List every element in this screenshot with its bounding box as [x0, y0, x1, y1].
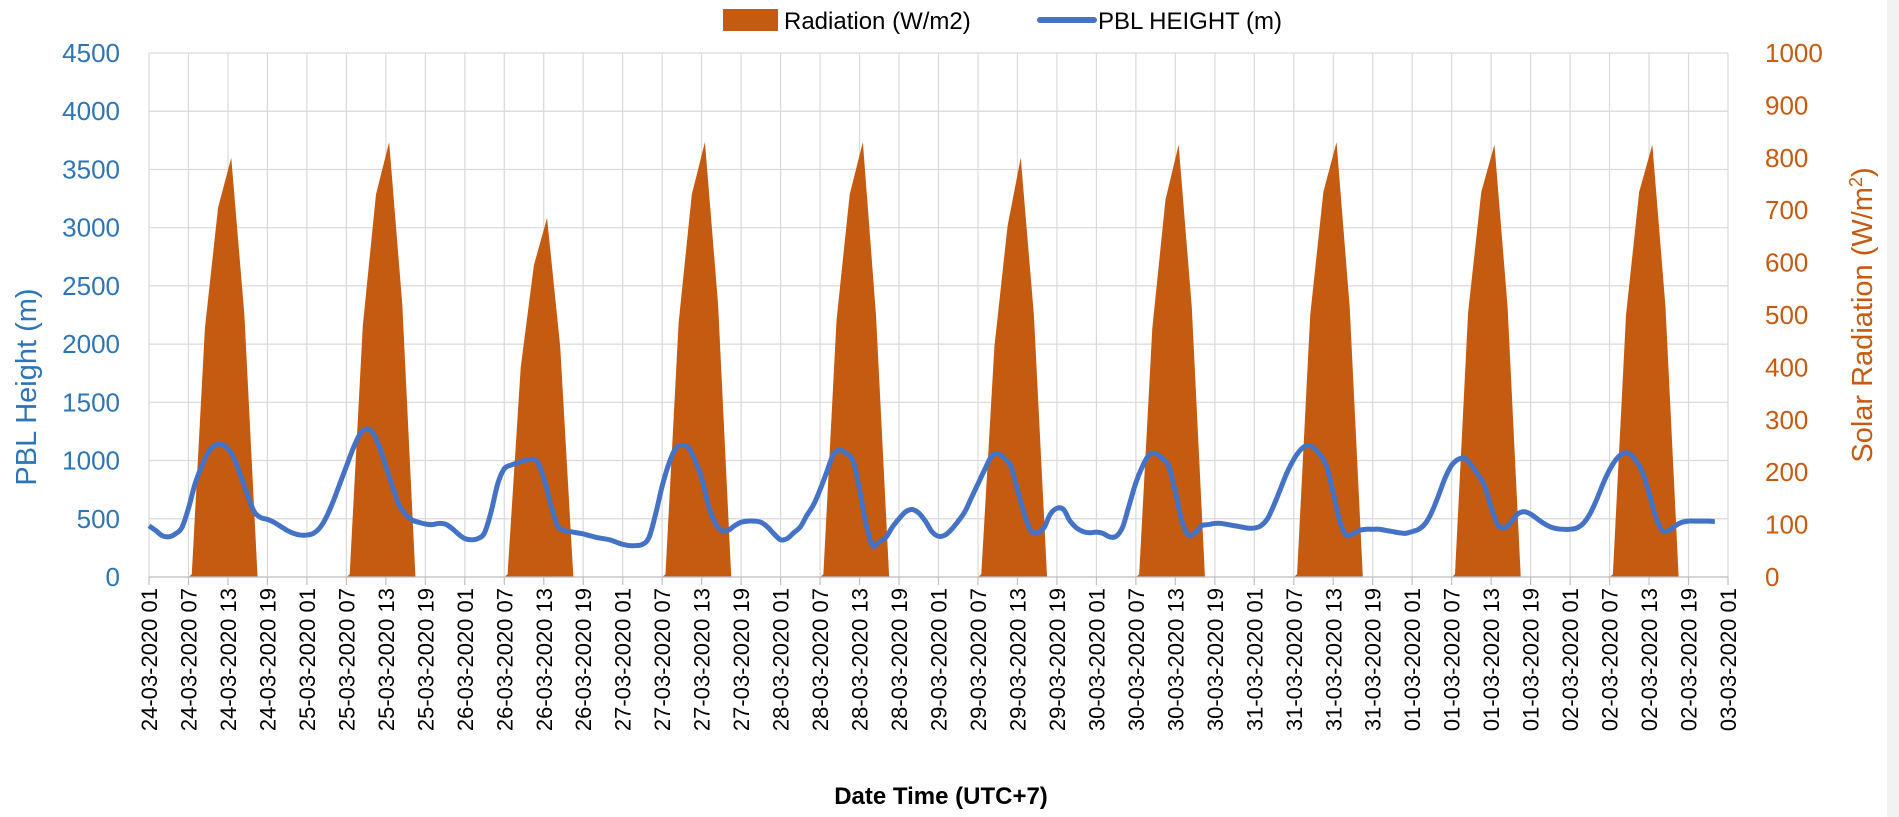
x-tick-label: 01-03-2020 01: [1400, 588, 1425, 731]
y-axis-right-title-sup: 2: [1846, 177, 1866, 187]
left-tick-label: 1000: [62, 446, 120, 476]
x-tick-label: 30-03-2020 01: [1084, 588, 1109, 731]
legend-pbl-label: PBL HEIGHT (m): [1098, 8, 1282, 35]
y-axis-left-title: PBL Height (m): [11, 288, 43, 485]
axes: 0 500 1000 1500 2000 2500 3000 3500 4000 4500 0 100…: [62, 38, 1823, 592]
right-tick-label: 100: [1765, 510, 1808, 540]
x-tick-label: 26-03-2020 07: [492, 588, 517, 731]
x-tick-label: 02-03-2020 07: [1598, 588, 1623, 731]
x-tick-label: 31-03-2020 01: [1242, 588, 1267, 731]
window-edge: [1887, 0, 1899, 817]
x-tick-label: 26-03-2020 01: [453, 588, 478, 731]
x-tick-label: 25-03-2020 01: [295, 588, 320, 731]
radiation-day-4: [655, 142, 737, 577]
right-tick-label: 200: [1765, 457, 1808, 487]
left-tick-label: 3000: [62, 213, 120, 243]
left-tick-label: 3500: [62, 154, 120, 184]
right-tick-label: 1000: [1765, 38, 1823, 68]
x-tick-labels: 24-03-2020 01 24-03-2020 07 24-03-2020 13 2…: [137, 588, 1741, 731]
x-tick-label: 29-03-2020 01: [927, 588, 952, 731]
legend: Radiation (W/m2) PBL HEIGHT (m): [723, 8, 1282, 35]
x-tick-label: 01-03-2020 13: [1479, 588, 1504, 731]
x-tick-label: 30-03-2020 13: [1163, 588, 1188, 731]
legend-radiation-swatch: [723, 9, 778, 31]
left-tick-label: 2000: [62, 329, 120, 359]
radiation-day-9: [1445, 144, 1527, 577]
x-tick-label: 31-03-2020 19: [1361, 588, 1386, 731]
left-tick-label: 2500: [62, 271, 120, 301]
radiation-day-2: [339, 142, 421, 577]
x-tick-label: 28-03-2020 07: [808, 588, 833, 731]
x-tick-label: 27-03-2020 07: [650, 588, 675, 731]
x-tick-label: 24-03-2020 01: [137, 588, 162, 731]
x-tick-label: 27-03-2020 01: [611, 588, 636, 731]
x-tick-label: 29-03-2020 13: [1005, 588, 1030, 731]
x-tick-label: 02-03-2020 19: [1677, 588, 1702, 731]
left-tick-label: 0: [106, 562, 120, 592]
y-axis-right-title: Solar Radiation (W/m2): [1846, 167, 1879, 462]
x-tick-label: 24-03-2020 19: [255, 588, 280, 731]
x-tick-label: 26-03-2020 19: [571, 588, 596, 731]
x-tick-label: 29-03-2020 07: [966, 588, 991, 731]
x-tick-label: 01-03-2020 19: [1519, 588, 1544, 731]
x-tick-label: 03-03-2020 01: [1716, 588, 1741, 731]
left-tick-label: 4500: [62, 38, 120, 68]
radiation-day-5: [813, 142, 895, 577]
right-tick-label: 600: [1765, 248, 1808, 278]
pbl-line: [147, 426, 1716, 549]
x-tick-label: 26-03-2020 13: [532, 588, 557, 731]
radiation-day-3: [497, 218, 579, 577]
right-tick-label: 300: [1765, 405, 1808, 435]
radiation-day-6: [971, 157, 1053, 578]
x-tick-label: 25-03-2020 19: [413, 588, 438, 731]
x-tick-label: 24-03-2020 13: [216, 588, 241, 731]
radiation-day-8: [1287, 142, 1369, 577]
x-axis-title: Date Time (UTC+7): [834, 783, 1048, 810]
radiation-day-7: [1129, 144, 1211, 577]
left-tick-label: 4000: [62, 96, 120, 126]
right-tick-label: 400: [1765, 352, 1808, 382]
x-tick-label: 29-03-2020 19: [1045, 588, 1070, 731]
x-tick-label: 27-03-2020 13: [690, 588, 715, 731]
x-tick-label: 02-03-2020 01: [1558, 588, 1583, 731]
x-tick-label: 28-03-2020 19: [887, 588, 912, 731]
y-axis-right-title-text: Solar Radiation (W/m: [1847, 187, 1879, 463]
left-tick-label: 1500: [62, 387, 120, 417]
x-tick-label: 31-03-2020 07: [1282, 588, 1307, 731]
legend-radiation-label: Radiation (W/m2): [784, 8, 971, 35]
radiation-day-10: [1602, 144, 1684, 577]
x-tick-label: 02-03-2020 13: [1637, 588, 1662, 731]
x-tick-label: 27-03-2020 19: [729, 588, 754, 731]
radiation-area-series: [181, 142, 1684, 578]
pbl-line-series: [147, 426, 1716, 549]
x-tick-label: 28-03-2020 01: [769, 588, 794, 731]
right-tick-label: 700: [1765, 195, 1808, 225]
left-tick-label: 500: [77, 504, 120, 534]
y-axis-right-title-close: ): [1847, 167, 1879, 177]
x-tick-label: 31-03-2020 13: [1321, 588, 1346, 731]
x-tick-label: 30-03-2020 07: [1124, 588, 1149, 731]
right-tick-label: 500: [1765, 300, 1808, 330]
x-tick-label: 30-03-2020 19: [1203, 588, 1228, 731]
x-tick-label: 25-03-2020 13: [374, 588, 399, 731]
radiation-day-1: [181, 157, 263, 578]
x-tick-label: 28-03-2020 13: [848, 588, 873, 731]
right-tick-label: 800: [1765, 143, 1808, 173]
x-tick-label: 01-03-2020 07: [1440, 588, 1465, 731]
x-tick-label: 25-03-2020 07: [334, 588, 359, 731]
x-tick-label: 24-03-2020 07: [176, 588, 201, 731]
right-tick-label: 900: [1765, 90, 1808, 120]
right-tick-label: 0: [1765, 562, 1779, 592]
